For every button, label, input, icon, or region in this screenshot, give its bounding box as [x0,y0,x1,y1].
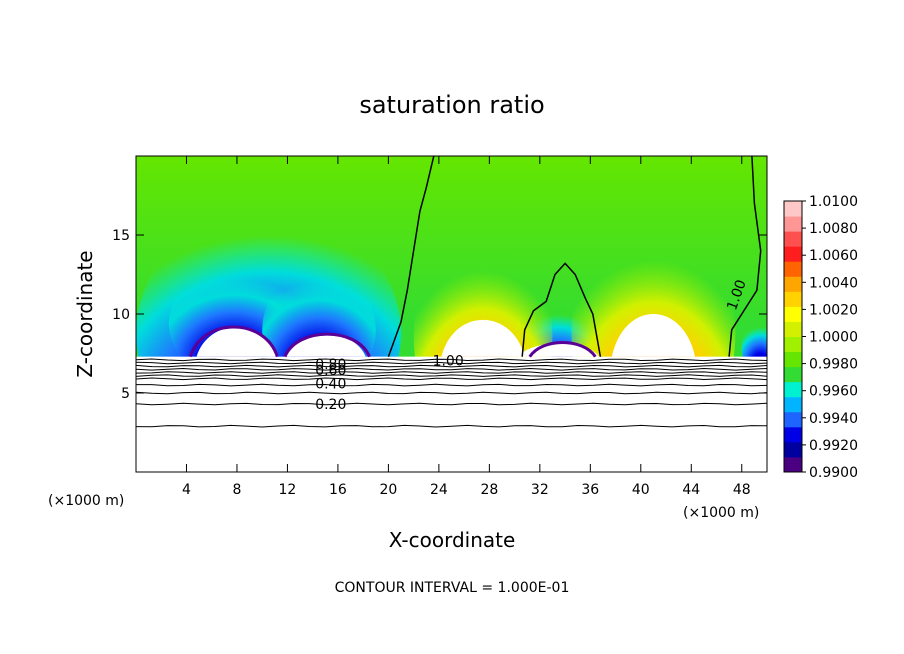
dry-rim-2 [283,332,371,358]
x-tick-label: 40 [632,482,650,498]
contour-label-2: 0.60 [315,363,346,379]
colorbar-swatch [784,276,802,292]
colorbar-label: 1.0100 [809,194,858,210]
x-tick-label: 8 [232,482,241,498]
y-tick-label: 5 [121,386,130,402]
colorbar-swatch [784,201,802,217]
x-tick-label: 24 [430,482,448,498]
contour-1-00-2 [521,262,602,357]
cloud-dome-3 [441,319,525,357]
y-axis: 5 10 15 [112,228,767,402]
contour-line-5 [136,371,767,374]
colorbar-swatch [784,381,802,398]
x-tick-label: 4 [182,482,191,498]
colorbar-swatch [784,321,802,337]
contour-label-1: 0.80 [315,357,346,373]
contour-line-7 [136,377,767,381]
colorbar-label: 0.9940 [809,411,858,427]
contour-1-00-1 [387,156,435,357]
colorbar-swatch [784,261,802,277]
colorbar-swatch [784,456,802,473]
colorbar-swatch [784,246,802,262]
cloud-dome-5 [611,314,696,357]
chart-title: saturation ratio [359,91,544,119]
contour-line-1 [136,358,767,362]
x-axis-unit-left: (×1000 m) [48,493,124,509]
y-axis-label: Z-coordinate [73,250,97,377]
contour-line-2 [136,361,767,365]
colorbar-swatch [784,396,802,413]
lower-masked-region [136,356,767,472]
x-tick-label: 32 [531,482,549,498]
colorbar-label: 1.0080 [809,221,858,237]
x-tick-label: 12 [279,482,297,498]
contour-line-11 [136,424,767,428]
x-tick-label: 16 [329,482,347,498]
contour-line-10 [136,402,767,406]
contour-interval-note: CONTOUR INTERVAL = 1.000E-01 [335,580,570,596]
colorbar-label: 0.9980 [809,357,858,373]
cloud-dome-1 [196,327,278,357]
colorbar-swatch [784,291,802,307]
colorbar-label: 1.0020 [809,302,858,318]
x-tick-label: 28 [480,482,498,498]
x-axis: 4 8 12 16 20 24 28 32 36 40 44 48 [182,156,751,498]
contour-label-5: 1.00 [433,354,464,370]
colorbar-swatch [784,351,802,368]
plot-area [136,156,767,472]
colorbar-swatch [784,366,802,383]
colorbar-swatch [784,216,802,232]
colorbar: 1.0100 1.0080 1.0060 1.0040 1.0020 1.0000 0.99… [783,194,858,481]
colorbar-swatch [784,441,802,458]
colorbar-label: 1.0060 [809,248,858,264]
dry-rim-3 [528,340,597,358]
colorbar-label: 0.9900 [809,465,858,481]
contour-line-4 [136,367,767,371]
x-tick-label: 20 [379,482,397,498]
colorbar-label: 1.0000 [809,330,858,346]
colorbar-swatch [784,231,802,247]
contour-line-6 [136,374,767,377]
contour-label-4: 0.20 [315,397,346,413]
colorbar-swatch [784,426,802,443]
contour-1-00-3 [728,156,762,357]
contour-label-3: 0.40 [315,377,346,393]
colorbar-label: 0.9920 [809,438,858,454]
x-tick-label: 36 [581,482,599,498]
x-tick-label: 48 [733,482,751,498]
dry-rim-1 [188,325,279,358]
contour-line-9 [136,391,767,395]
colorbar-label: 0.9960 [809,384,858,400]
colorbar-swatch [784,336,802,353]
y-tick-label: 15 [112,228,130,244]
x-tick-label: 44 [682,482,700,498]
colorbar-label: 1.0040 [809,275,858,291]
contour-line-8 [136,383,767,387]
colorbar-swatch [784,306,802,322]
colorbar-swatch [784,411,802,428]
x-axis-unit-right: (×1000 m) [683,505,759,521]
contour-line-3 [136,364,767,368]
y-tick-label: 10 [112,307,130,323]
x-axis-label: X-coordinate [389,528,516,552]
